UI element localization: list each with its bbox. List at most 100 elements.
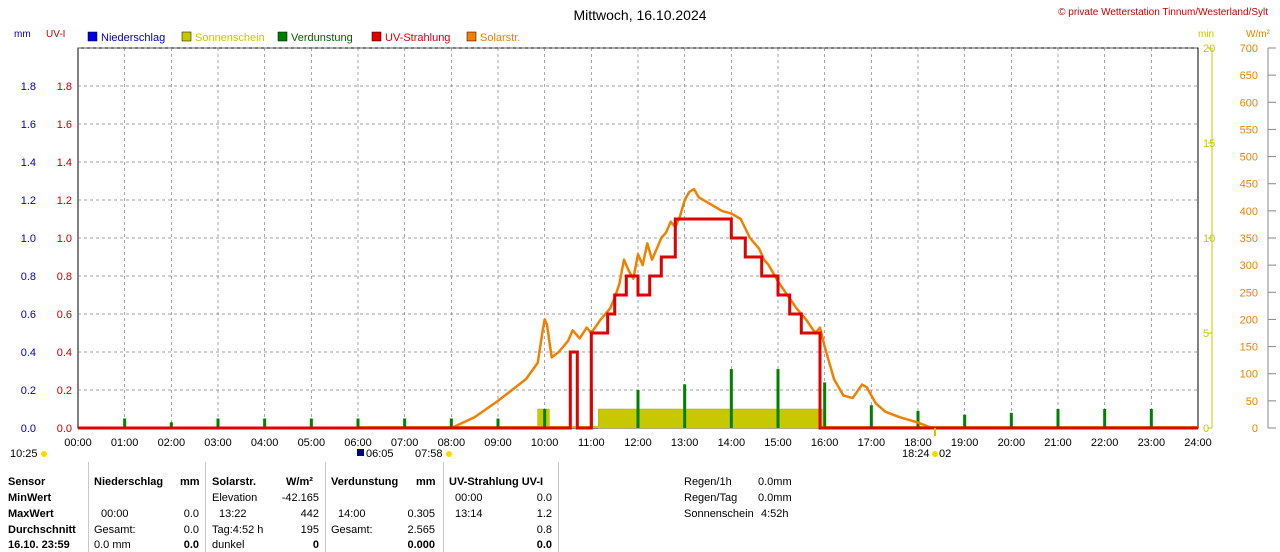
niederschlag-unit: mm — [180, 476, 200, 488]
sun-icon — [41, 451, 47, 457]
x-tick-label: 00:00 — [64, 437, 92, 449]
statistics-table: Sensor MinWert MaxWert Durchschnitt 16.1… — [0, 462, 1280, 552]
wm2-tick-label: 150 — [1240, 342, 1258, 354]
row-label-avg: Durchschnitt — [8, 524, 76, 536]
x-tick-label: 11:00 — [578, 437, 605, 449]
axis-unit-wm2: W/m² — [1246, 29, 1271, 40]
solar-elevation-value: -42.165 — [281, 492, 319, 504]
verdunstung-total-value: 2.565 — [407, 524, 435, 536]
x-tick-label: 21:00 — [1044, 437, 1072, 449]
solar-unit: W/m² — [286, 476, 313, 488]
wm2-tick-label: 350 — [1240, 233, 1258, 245]
day-length-label: 10:25 — [10, 448, 38, 460]
uv-tick-label: 1.0 — [57, 233, 72, 245]
min-tick-label: 10 — [1203, 233, 1215, 245]
niederschlag-max-time: 00:00 — [101, 508, 129, 520]
x-tick-label: 03:00 — [204, 437, 232, 449]
x-tick-label: 01:00 — [111, 437, 139, 449]
sunset-label-2: 02 — [939, 448, 951, 460]
sunrise-marker — [357, 449, 364, 456]
x-tick-label: 15:00 — [764, 437, 792, 449]
uv-tick-label: 0.4 — [57, 347, 72, 359]
uv-tick-label: 0.2 — [57, 385, 72, 397]
verdunstung-max-value: 0.305 — [407, 508, 435, 520]
axis-unit-min: min — [1198, 29, 1214, 40]
wm2-tick-label: 500 — [1240, 152, 1258, 164]
legend-label-2: Verdunstung — [291, 32, 353, 44]
chart-grid — [77, 47, 1199, 429]
solar-last-label: dunkel — [212, 539, 245, 551]
min-tick-label: 5 — [1203, 328, 1209, 340]
copyright-note: © private Wetterstation Tinnum/Westerlan… — [1058, 7, 1268, 18]
x-tick-label: 10:00 — [531, 437, 559, 449]
sunset-sun-icon — [932, 451, 938, 457]
uv-header: UV-Strahlung UV-I — [449, 476, 544, 488]
sunshine-bar — [598, 408, 823, 429]
uv-min-value: 0.0 — [536, 492, 552, 504]
uv-max-time: 13:14 — [455, 508, 483, 520]
mm-tick-label: 1.6 — [21, 119, 36, 131]
x-tick-label: 09:00 — [484, 437, 512, 449]
uv-tick-label: 1.2 — [57, 195, 72, 207]
chart-title: Mittwoch, 16.10.2024 — [573, 7, 706, 23]
axis-ticks: 0.0 0.2 0.4 0.6 0.8 1.0 1.2 1.4 1.6 1.8 0.0 0.2 0.4 0… — [21, 43, 1276, 449]
legend-label-0: Niederschlag — [101, 32, 165, 44]
x-tick-label: 07:00 — [391, 437, 419, 449]
sunrise-sun-icon — [446, 451, 452, 457]
niederschlag-total-value: 0.0 — [183, 524, 199, 536]
row-label-last: 16.10. 23:59 — [8, 539, 70, 551]
mm-tick-label: 0.8 — [21, 271, 36, 283]
weather-chart: Mittwoch, 16.10.2024 © private Wettersta… — [10, 7, 1276, 460]
solar-avg-value: 195 — [300, 524, 319, 536]
sunrise-label-2: 07:58 — [415, 448, 443, 460]
sunrise-label: 06:05 — [366, 448, 394, 460]
uv-tick-label: 0.8 — [57, 271, 72, 283]
uv-tick-label: 1.6 — [57, 119, 72, 131]
x-tick-label: 20:00 — [998, 437, 1026, 449]
legend-label-4: Solarstr. — [480, 32, 520, 44]
wm2-tick-label: 50 — [1246, 396, 1258, 408]
niederschlag-total-label: Gesamt: — [94, 524, 136, 536]
verdunstung-header: Verdunstung — [331, 476, 399, 488]
wm2-tick-label: 200 — [1240, 314, 1258, 326]
legend-label-1: Sonnenschein — [195, 32, 265, 44]
mm-tick-label: 0.6 — [21, 309, 36, 321]
x-tick-label: 13:00 — [671, 437, 699, 449]
wm2-tick-label: 250 — [1240, 287, 1258, 299]
chart-marks — [78, 187, 1198, 430]
row-label-sensor: Sensor — [8, 476, 46, 488]
x-tick-label: 18:00 — [904, 437, 932, 449]
x-tick-label: 04:00 — [251, 437, 279, 449]
niederschlag-max-value: 0.0 — [183, 508, 199, 520]
summary-sunshine-label: Sonnenschein — [684, 508, 754, 520]
verdunstung-max-time: 14:00 — [338, 508, 366, 520]
chart-legend: Niederschlag Sonnenschein Verdunstung UV-St… — [87, 31, 520, 44]
solar-last-value: 0 — [312, 539, 319, 551]
min-tick-label: 15 — [1203, 138, 1215, 150]
mm-tick-label: 1.4 — [21, 157, 36, 169]
solar-day-label: Tag:4:52 h — [212, 524, 264, 536]
mm-tick-label: 0.0 — [21, 423, 36, 435]
x-tick-label: 14:00 — [718, 437, 746, 449]
uv-avg-value: 0.8 — [536, 524, 552, 536]
mm-tick-label: 0.2 — [21, 385, 36, 397]
x-tick-label: 22:00 — [1091, 437, 1119, 449]
axis-unit-mm: mm — [14, 29, 31, 40]
x-tick-label: 16:00 — [811, 437, 839, 449]
sunset-label: 18:24 — [902, 448, 930, 460]
mm-tick-label: 1.8 — [21, 81, 36, 93]
row-label-max: MaxWert — [8, 508, 54, 520]
wm2-tick-label: 400 — [1240, 206, 1258, 218]
uv-tick-label: 1.4 — [57, 157, 72, 169]
wm2-tick-label: 650 — [1240, 70, 1258, 82]
sun-markers: 10:25 06:05 07:58 18:24 02 — [10, 428, 951, 460]
min-tick-label: 20 — [1203, 43, 1215, 55]
x-tick-label: 12:00 — [624, 437, 652, 449]
legend-swatch-0 — [87, 31, 98, 42]
niederschlag-last-bold: 0.0 — [183, 539, 199, 551]
row-label-min: MinWert — [8, 492, 52, 504]
uv-last-value: 0.0 — [536, 539, 552, 551]
uv-tick-label: 0.0 — [57, 423, 72, 435]
x-tick-label: 06:00 — [344, 437, 372, 449]
x-tick-label: 19:00 — [951, 437, 979, 449]
